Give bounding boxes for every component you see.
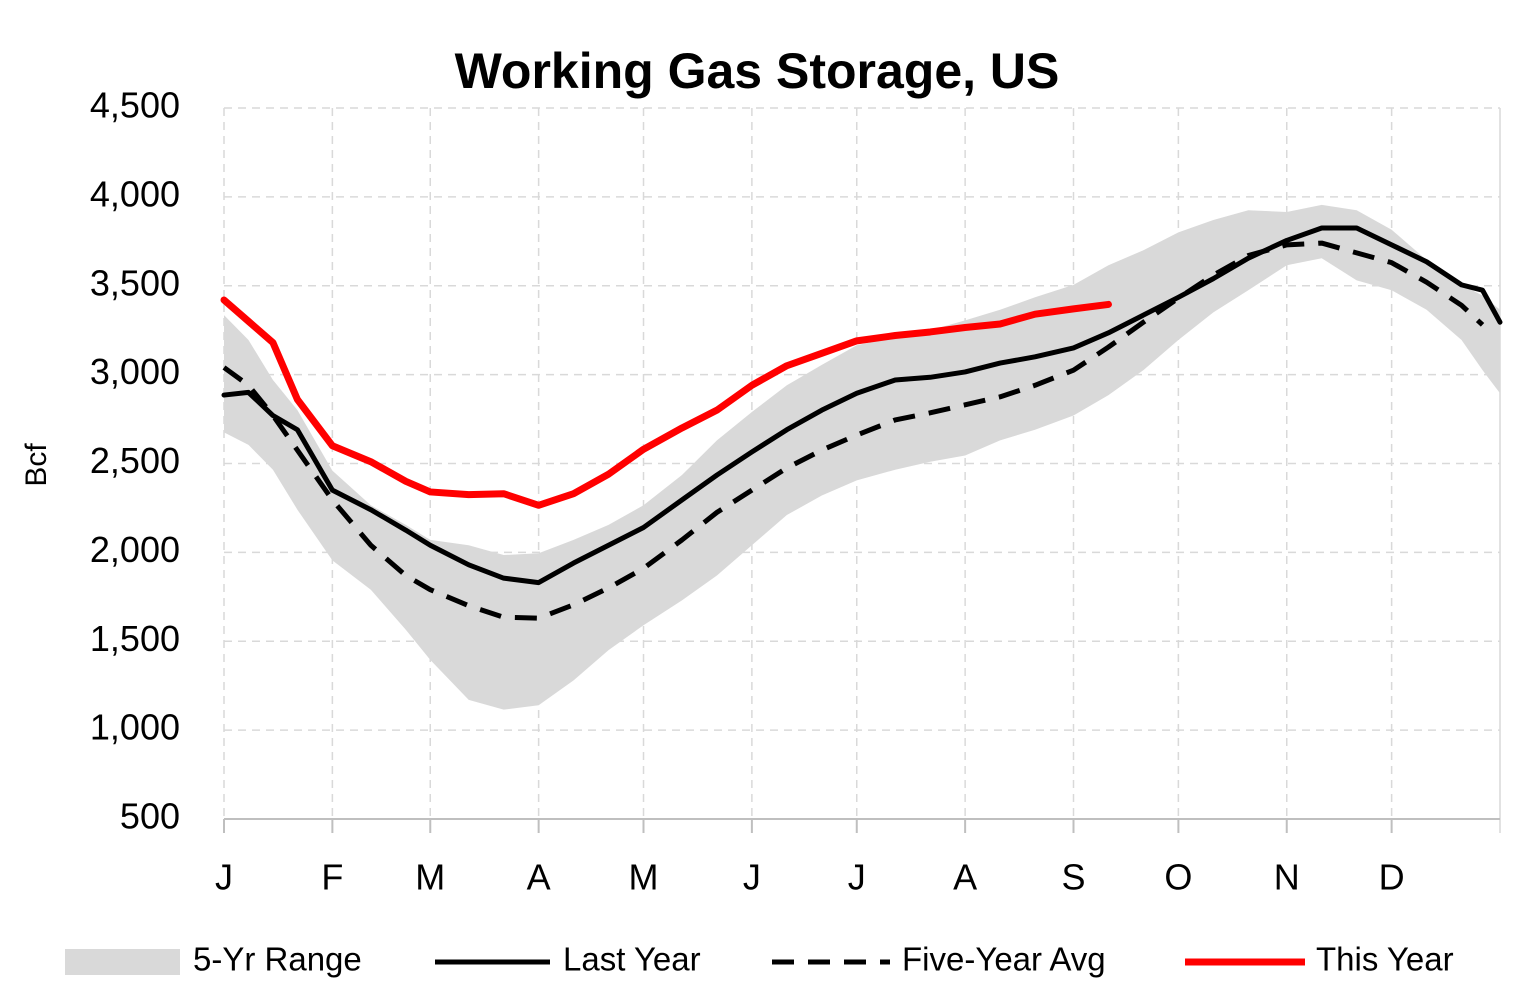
chart-title: Working Gas Storage, US [455,43,1060,99]
series-line [221,225,1503,586]
y-tick-label: 3,500 [90,262,180,303]
y-tick-label: 2,000 [90,529,180,570]
x-tick-label: M [415,857,445,898]
x-tick-label: N [1274,857,1300,898]
y-tick-label: 3,000 [90,351,180,392]
x-tick-label: S [1061,857,1085,898]
series-line [222,240,1485,621]
legend-label: Last Year [563,941,701,978]
x-tick-label: J [215,857,233,898]
y-tick-label: 2,500 [90,440,180,481]
x-tick-label: J [848,857,866,898]
x-tick-label: D [1379,857,1405,898]
x-tick-label: A [953,857,977,898]
y-tick-label: 4,500 [90,85,180,126]
y-tick-label: 1,500 [90,618,180,659]
legend-label: Five-Year Avg [902,941,1106,978]
y-tick-label: 500 [120,796,180,837]
legend-label: 5-Yr Range [193,941,362,978]
y-tick-label: 1,000 [90,707,180,748]
legend-swatch [65,949,180,975]
x-tick-label: J [743,857,761,898]
legend-label: This Year [1316,941,1454,978]
x-tick-label: O [1164,857,1192,898]
series-line [220,296,1112,509]
x-tick-label: A [527,857,551,898]
range-band [224,204,1500,710]
y-tick-label: 4,000 [90,173,180,214]
y-axis-label: Bcf [20,443,53,487]
x-tick-label: F [321,857,343,898]
x-tick-label: M [629,857,659,898]
